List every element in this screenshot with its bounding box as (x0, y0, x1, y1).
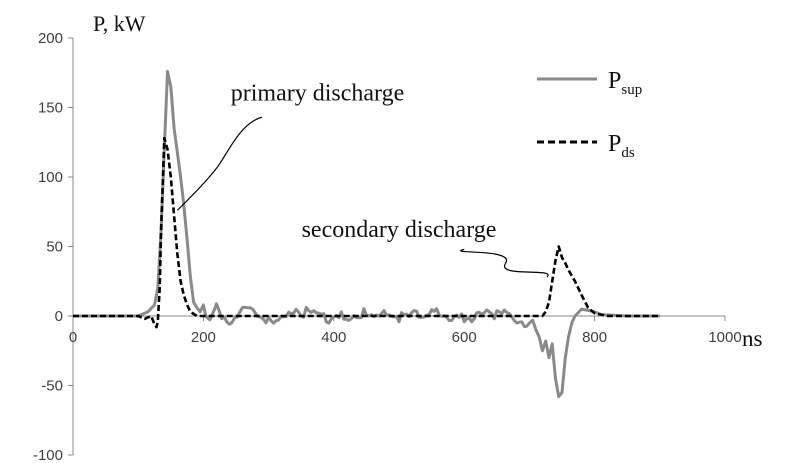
legend-main-p-ds: P (608, 131, 621, 157)
legend-label-p-sup: Psup (608, 68, 642, 98)
y-tick-label: 100 (38, 169, 63, 186)
x-tick-label: 400 (321, 329, 346, 346)
x-tick-label: 800 (582, 329, 607, 346)
chart-annotations: primary discharge secondary discharge (176, 81, 549, 278)
annotation-leader-primary (176, 116, 263, 211)
y-tick-label: 50 (46, 239, 63, 256)
x-tick-label: 600 (452, 329, 477, 346)
y-tick-label: 0 (55, 308, 63, 325)
y-tick-label: -50 (41, 378, 63, 395)
y-axis-label: P, kW (93, 11, 146, 36)
series-line-p-ds (73, 136, 660, 329)
series-line-p-sup (73, 69, 660, 399)
x-tick-label: 0 (69, 329, 77, 346)
annotation-primary-discharge: primary discharge (231, 81, 405, 107)
legend-main-p-sup: P (608, 68, 621, 94)
x-tick-label: 200 (191, 329, 216, 346)
x-axis-label: ns (742, 326, 763, 351)
legend-label-p-ds: Pds (608, 131, 635, 161)
legend-sub-p-ds: ds (621, 145, 635, 161)
chart-ticks: -100 -50 0 50 100 150 200 0 200 400 600 800 1000 (33, 30, 742, 463)
x-tick-label: 1000 (708, 329, 741, 346)
annotation-secondary-discharge: secondary discharge (302, 217, 497, 243)
y-tick-label: -100 (33, 447, 63, 463)
chart-legend: Psup Pds (537, 68, 642, 161)
legend-sub-p-sup: sup (621, 82, 642, 98)
annotation-leader-secondary (460, 248, 549, 278)
y-tick-label: 200 (38, 30, 63, 47)
y-tick-label: 150 (38, 100, 63, 117)
chart-series (73, 69, 660, 399)
